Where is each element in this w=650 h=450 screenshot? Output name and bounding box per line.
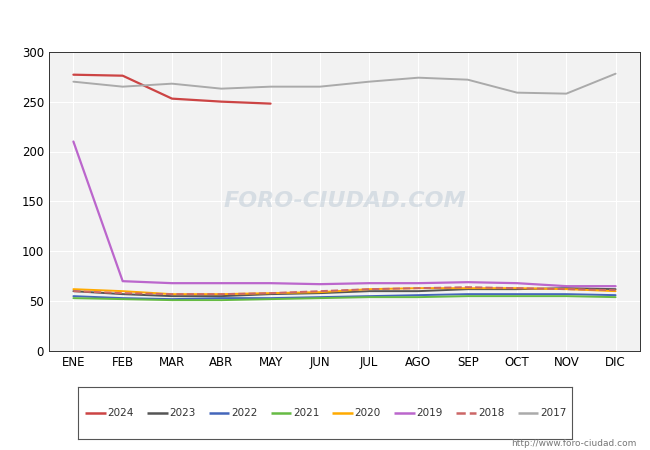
Text: 2022: 2022 [231,408,257,418]
Text: 2021: 2021 [293,408,319,418]
Text: 2017: 2017 [540,408,566,418]
Text: 2020: 2020 [355,408,381,418]
Text: http://www.foro-ciudad.com: http://www.foro-ciudad.com [512,439,637,448]
Text: 2024: 2024 [108,408,134,418]
Text: 2019: 2019 [417,408,443,418]
Text: FORO-CIUDAD.COM: FORO-CIUDAD.COM [223,191,466,212]
Text: 2023: 2023 [170,408,196,418]
Text: 2018: 2018 [478,408,504,418]
Text: Afiliados en Degaña a 31/5/2024: Afiliados en Degaña a 31/5/2024 [194,16,456,31]
